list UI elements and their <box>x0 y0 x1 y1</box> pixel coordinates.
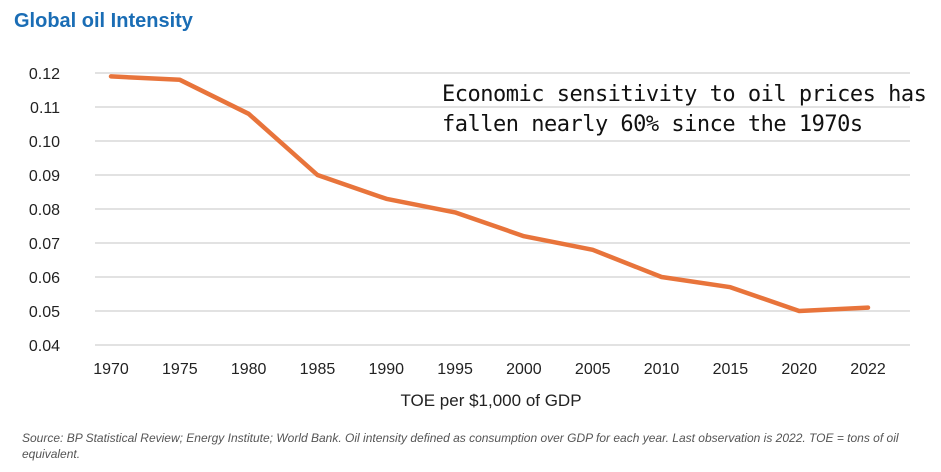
y-tick-label: 0.06 <box>29 270 60 287</box>
x-tick-label: 1990 <box>368 361 404 378</box>
y-tick-label: 0.08 <box>29 202 60 219</box>
series-line <box>108 74 871 314</box>
x-tick-label: 1985 <box>300 361 336 378</box>
y-tick-label: 0.10 <box>29 134 60 151</box>
chart-title: Global oil Intensity <box>14 10 193 32</box>
line-chart: 0.12 0.11 0.10 0.09 0.08 0.07 0.06 0.05 0.04 1970… <box>29 66 910 410</box>
annotation-line: Economic sensitivity to oil prices has <box>442 82 927 107</box>
annotation-line: fallen nearly 60% since the 1970s <box>442 112 863 137</box>
y-tick-label: 0.11 <box>30 100 60 117</box>
x-tick-label: 2015 <box>713 361 749 378</box>
x-tick-label: 1980 <box>231 361 267 378</box>
x-tick-label: 2000 <box>506 361 542 378</box>
y-tick-label: 0.07 <box>29 236 60 253</box>
x-tick-label: 2010 <box>644 361 680 378</box>
x-tick-label: 1975 <box>162 361 198 378</box>
y-tick-label: 0.04 <box>29 338 60 355</box>
x-tick-label: 2005 <box>575 361 611 378</box>
source-note: Source: BP Statistical Review; Energy In… <box>22 431 899 461</box>
x-tick-label: 2020 <box>781 361 817 378</box>
y-tick-label: 0.09 <box>29 168 60 185</box>
y-tick-label: 0.05 <box>29 304 60 321</box>
y-tick-label: 0.12 <box>29 66 60 83</box>
x-tick-label: 1995 <box>437 361 473 378</box>
chart-annotation: Economic sensitivity to oil prices has f… <box>442 80 927 140</box>
x-tick-label: 2022 <box>850 361 886 378</box>
x-tick-label: 1970 <box>93 361 129 378</box>
x-axis-label: TOE per $1,000 of GDP <box>400 391 581 410</box>
